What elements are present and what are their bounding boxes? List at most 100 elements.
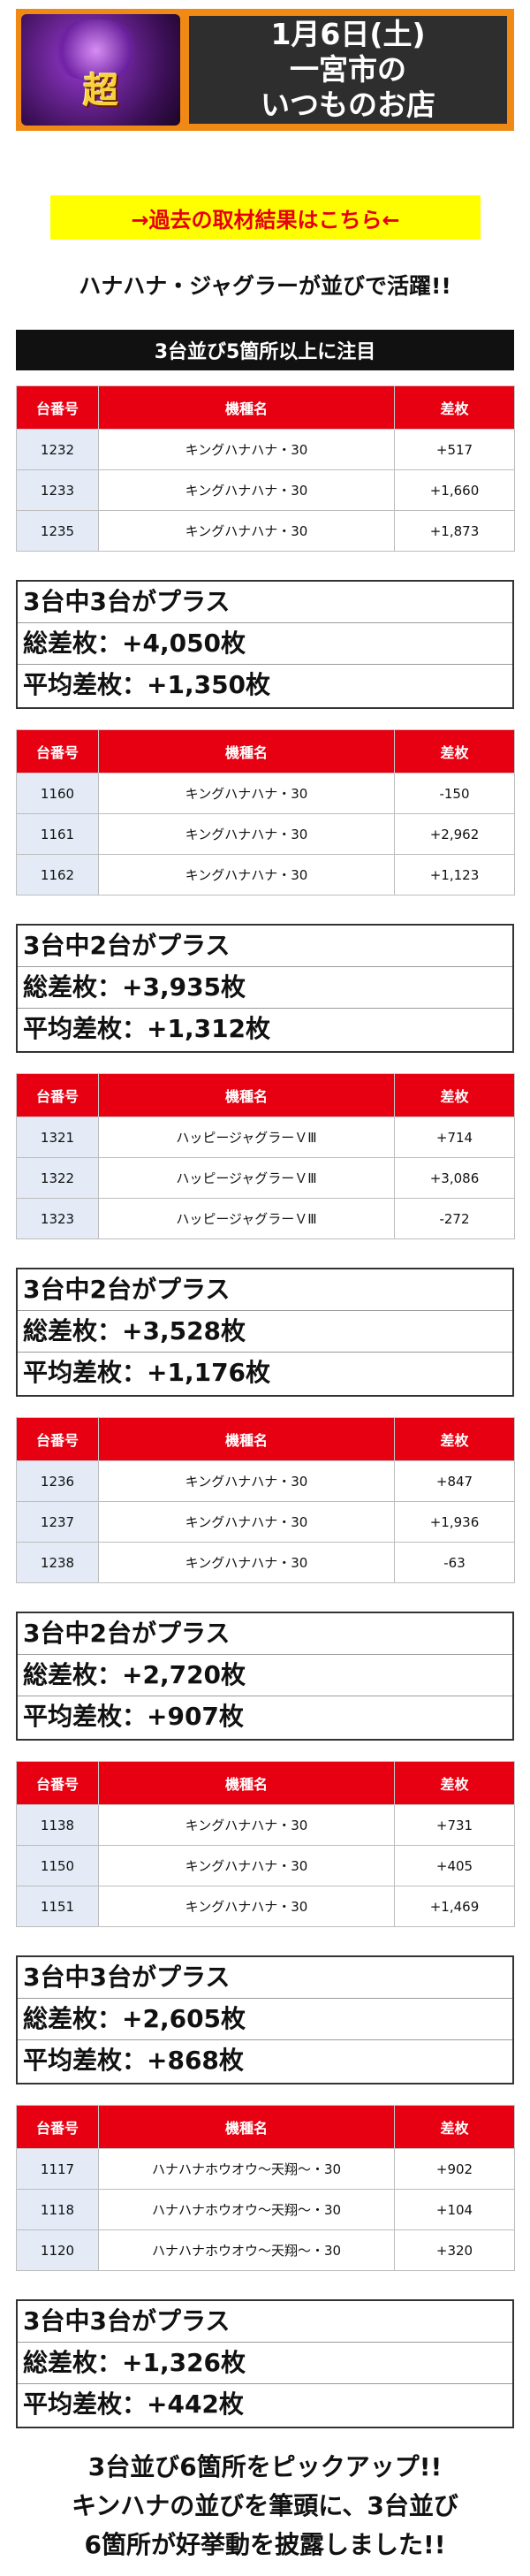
summary-box: 3台中3台がプラス 総差枚：+4,050枚平均差枚：+1,350枚 xyxy=(16,580,514,709)
diff-value: +2,962 xyxy=(394,813,515,855)
header-machine-name: 機種名 xyxy=(98,1417,395,1461)
diff-value: +320 xyxy=(394,2229,515,2271)
machine-name: キングハナハナ・30 xyxy=(98,510,395,552)
total-diff: 総差枚：+3,935枚 xyxy=(18,967,512,1009)
average-diff: 平均差枚：+442枚 xyxy=(23,2389,244,2419)
machine-name: ハッピージャグラーＶⅢ xyxy=(98,1117,395,1158)
average-diff: 平均差枚：+1,312枚 xyxy=(23,1014,271,1043)
total-diff: 総差枚：+4,050枚 xyxy=(18,623,512,665)
headline: ハナハナ・ジャグラーが並びで活躍!! xyxy=(79,273,451,299)
logo-text: 超 xyxy=(83,71,118,111)
diff-value: +902 xyxy=(394,2148,515,2190)
table-row: 1160 キングハナハナ・30 -150 xyxy=(16,773,515,814)
machine-no: 1238 xyxy=(16,1542,99,1583)
table-row: 1117 ハナハナホウオウ～天翔～・30 +902 xyxy=(16,2148,515,2190)
machine-name: キングハナハナ・30 xyxy=(98,1501,395,1543)
diff-value: +3,086 xyxy=(394,1157,515,1199)
diff-value: +714 xyxy=(394,1117,515,1158)
footer-line-3: 6箇所が好挙動を披露しました!! xyxy=(84,2530,446,2559)
machine-no: 1236 xyxy=(16,1460,99,1502)
diff-value: +1,123 xyxy=(394,854,515,896)
diff-value: -272 xyxy=(394,1198,515,1239)
machine-name: ハナハナホウオウ～天翔～・30 xyxy=(98,2229,395,2271)
footer-line-1: 3台並び6箇所をピックアップ!! xyxy=(87,2452,443,2481)
plus-count: 3台中3台がプラス xyxy=(18,582,512,623)
logo-glow-icon xyxy=(48,19,145,81)
diff-value: +731 xyxy=(394,1804,515,1846)
table-row: 1232 キングハナハナ・30 +517 xyxy=(16,429,515,470)
plus-count: 3台中2台がプラス xyxy=(18,926,512,967)
table-header-row: 台番号 機種名 差枚 xyxy=(16,729,515,774)
machine-no: 1235 xyxy=(16,510,99,552)
header-machine-no: 台番号 xyxy=(16,1417,99,1461)
average-diff: 平均差枚：+1,350枚 xyxy=(23,670,271,699)
machine-no: 1117 xyxy=(16,2148,99,2190)
event-title: 1月6日(土) 一宮市の いつものお店 xyxy=(189,16,507,124)
store-line-2: いつものお店 xyxy=(261,88,435,122)
diff-value: +405 xyxy=(394,1845,515,1886)
machine-name: キングハナハナ・30 xyxy=(98,854,395,896)
machine-no: 1151 xyxy=(16,1886,99,1927)
table-row: 1138 キングハナハナ・30 +731 xyxy=(16,1804,515,1846)
diff-value: +847 xyxy=(394,1460,515,1502)
header-diff: 差枚 xyxy=(394,1417,515,1461)
diff-value: +1,936 xyxy=(394,1501,515,1543)
result-table: 台番号 機種名 差枚 1138 キングハナハナ・30 +731 1150 キングハナハナ・30… xyxy=(16,1761,515,1927)
past-results-link[interactable]: →過去の取材結果はこちら← xyxy=(50,195,481,240)
machine-no: 1160 xyxy=(16,773,99,814)
machine-name: キングハナハナ・30 xyxy=(98,1542,395,1583)
table-row: 1150 キングハナハナ・30 +405 xyxy=(16,1845,515,1886)
header-machine-no: 台番号 xyxy=(16,729,99,774)
table-row: 1233 キングハナハナ・30 +1,660 xyxy=(16,469,515,511)
event-logo: 超 xyxy=(21,14,180,126)
table-header-row: 台番号 機種名 差枚 xyxy=(16,2105,515,2149)
machine-no: 1233 xyxy=(16,469,99,511)
machine-name: キングハナハナ・30 xyxy=(98,1804,395,1846)
machine-name: キングハナハナ・30 xyxy=(98,469,395,511)
machine-name: キングハナハナ・30 xyxy=(98,1460,395,1502)
machine-no: 1232 xyxy=(16,429,99,470)
machine-name: キングハナハナ・30 xyxy=(98,813,395,855)
header-machine-no: 台番号 xyxy=(16,1761,99,1805)
machine-no: 1150 xyxy=(16,1845,99,1886)
table-row: 1162 キングハナハナ・30 +1,123 xyxy=(16,854,515,896)
table-row: 1237 キングハナハナ・30 +1,936 xyxy=(16,1501,515,1543)
total-diff: 総差枚：+1,326枚 xyxy=(18,2343,512,2384)
diff-value: +1,873 xyxy=(394,510,515,552)
diff-value: -63 xyxy=(394,1542,515,1583)
machine-name: キングハナハナ・30 xyxy=(98,773,395,814)
diff-value: -150 xyxy=(394,773,515,814)
average-diff: 平均差枚：+1,176枚 xyxy=(23,1358,271,1387)
summary-box: 3台中2台がプラス 総差枚：+3,528枚 平均差枚：+1,176枚 xyxy=(16,1268,514,1397)
header-machine-no: 台番号 xyxy=(16,1073,99,1117)
machine-name: キングハナハナ・30 xyxy=(98,1845,395,1886)
header-banner: 超 1月6日(土) 一宮市の いつものお店 xyxy=(16,9,514,131)
result-table: 台番号 機種名 差枚 1321 ハッピージャグラーＶⅢ +714 1322 ハッピージャグラー… xyxy=(16,1073,515,1239)
diff-value: +104 xyxy=(394,2189,515,2230)
total-diff: 総差枚：+3,528枚 xyxy=(18,1311,512,1353)
result-table: 台番号 機種名 差枚 1160 キングハナハナ・30 -150 1161 キングハナハナ・30… xyxy=(16,729,515,896)
header-machine-name: 機種名 xyxy=(98,1073,395,1117)
header-diff: 差枚 xyxy=(394,385,515,430)
total-diff: 総差枚：+2,720枚 xyxy=(18,1655,512,1696)
machine-no: 1161 xyxy=(16,813,99,855)
header-machine-no: 台番号 xyxy=(16,2105,99,2149)
result-table: 台番号 機種名 差枚 1236 キングハナハナ・30 +847 1237 キングハナハナ・30… xyxy=(16,1417,515,1583)
machine-no: 1322 xyxy=(16,1157,99,1199)
event-date: 1月6日(土) xyxy=(270,17,426,51)
summary-box: 3台中3台がプラス 総差枚：+2,605枚 平均差枚：+868枚 xyxy=(16,1955,514,2084)
header-diff: 差枚 xyxy=(394,1073,515,1117)
table-row: 1151 キングハナハナ・30 +1,469 xyxy=(16,1886,515,1927)
diff-value: +1,469 xyxy=(394,1886,515,1927)
table-row: 1322 ハッピージャグラーＶⅢ +3,086 xyxy=(16,1157,515,1199)
machine-no: 1323 xyxy=(16,1198,99,1239)
machine-no: 1321 xyxy=(16,1117,99,1158)
footer-line-2: キンハナの並びを筆頭に、3台並び xyxy=(72,2491,458,2520)
machine-no: 1118 xyxy=(16,2189,99,2230)
machine-name: ハナハナホウオウ～天翔～・30 xyxy=(98,2148,395,2190)
header-machine-name: 機種名 xyxy=(98,729,395,774)
table-row: 1238 キングハナハナ・30 -63 xyxy=(16,1542,515,1583)
average-diff: 平均差枚：+868枚 xyxy=(23,2046,244,2075)
table-row: 1120 ハナハナホウオウ～天翔～・30 +320 xyxy=(16,2229,515,2271)
summary-box: 3台中3台がプラス 総差枚：+1,326枚 平均差枚：+442枚 xyxy=(16,2299,514,2428)
